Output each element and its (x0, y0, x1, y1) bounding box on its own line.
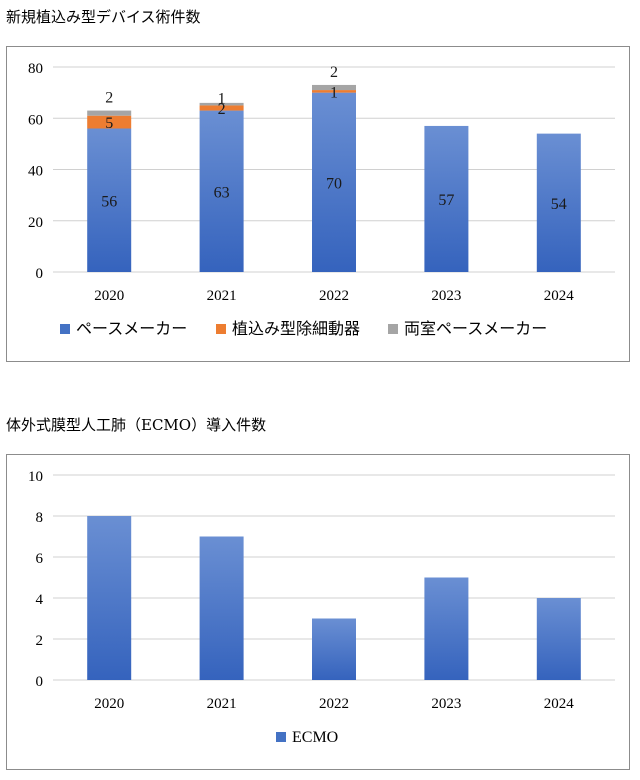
c1-y-tick-label: 4 (36, 592, 44, 608)
c1-y-tick-label: 0 (36, 674, 44, 690)
c0-data-label: 2 (330, 64, 338, 81)
c0-legend-swatch (388, 324, 398, 334)
c1-y-tick-label: 6 (36, 551, 44, 567)
c0-x-tick-label: 2020 (94, 288, 124, 304)
c1-x-tick-label: 2024 (544, 696, 575, 712)
c0-x-tick-label: 2022 (319, 288, 349, 304)
c1-x-tick-label: 2022 (319, 696, 349, 712)
c0-bar-2021-series-1 (199, 105, 244, 111)
c1-legend-swatch (276, 732, 286, 742)
c1-bar-2020-series-0 (87, 516, 132, 680)
c0-y-tick-label: 40 (28, 164, 43, 180)
c0-bar-2023-series-0 (424, 125, 469, 272)
c0-y-tick-label: 80 (28, 61, 43, 77)
c0-data-label: 5 (105, 115, 113, 132)
c0-y-tick-label: 60 (28, 112, 43, 128)
c1-y-tick-label: 10 (28, 469, 43, 485)
c1-y-tick-label: 2 (36, 633, 44, 649)
c0-data-label: 54 (551, 196, 567, 213)
c1-legend-label: ECMO (292, 729, 338, 746)
c0-data-label: 2 (218, 101, 226, 118)
c0-legend-label: 両室ペースメーカー (404, 320, 547, 338)
c0-legend-swatch (60, 324, 70, 334)
c1-x-tick-label: 2021 (207, 696, 237, 712)
c0-legend-label: ペースメーカー (76, 321, 187, 338)
c0-data-label: 56 (101, 193, 117, 210)
ecmo-chart-frame: 0 2 4 6 8 10 2020 2021 2022 2023 2024 ECMO (6, 454, 630, 770)
c0-x-tick-label: 2023 (431, 288, 461, 304)
c0-x-tick-label: 2024 (544, 288, 575, 304)
device-chart-frame: 0 20 40 60 80 2020 2021 2022 2023 2024 56 5 2 63 2 1 70 1… (6, 46, 630, 362)
c0-legend-swatch (216, 324, 226, 334)
c0-y-tick-label: 20 (28, 215, 43, 231)
c0-data-label: 70 (326, 175, 342, 192)
c0-x-tick-label: 2021 (207, 288, 237, 304)
c0-data-label: 1 (218, 90, 226, 107)
c0-bar-2021-series-2 (199, 102, 244, 106)
c1-bar-2022-series-0 (312, 618, 356, 680)
c0-bar-2021-series-0 (199, 110, 244, 272)
c1-bar-2023-series-0 (424, 577, 469, 680)
c0-bar-2020-series-1 (87, 115, 132, 129)
c0-y-tick-label: 0 (36, 266, 44, 282)
ecmo-chart: 0 2 4 6 8 10 2020 2021 2022 2023 2024 ECMO (28, 469, 615, 746)
c1-y-tick-label: 8 (36, 510, 44, 526)
c0-bar-2022-series-2 (312, 84, 356, 91)
c1-bar-2021-series-0 (199, 536, 244, 680)
c1-x-tick-label: 2020 (94, 696, 124, 712)
c0-bar-2020-series-2 (87, 110, 132, 116)
c0-data-label: 2 (105, 90, 113, 107)
c0-legend-label: 植込み型除細動器 (232, 320, 360, 338)
c0-data-label: 63 (214, 184, 230, 201)
c0-bar-2022-series-1 (312, 90, 356, 93)
ecmo-chart-title: 体外式膜型人工肺（ECMO）導入件数 (6, 416, 267, 434)
c0-bar-2020-series-0 (87, 128, 132, 272)
c0-bar-2024-series-0 (536, 133, 581, 272)
c1-bar-2024-series-0 (536, 598, 581, 680)
device-chart-title: 新規植込み型デバイス術件数 (6, 8, 201, 26)
c0-bar-2022-series-0 (312, 92, 356, 272)
c1-x-tick-label: 2023 (431, 696, 461, 712)
c0-data-label: 57 (438, 192, 454, 209)
c0-data-label: 1 (330, 84, 338, 101)
